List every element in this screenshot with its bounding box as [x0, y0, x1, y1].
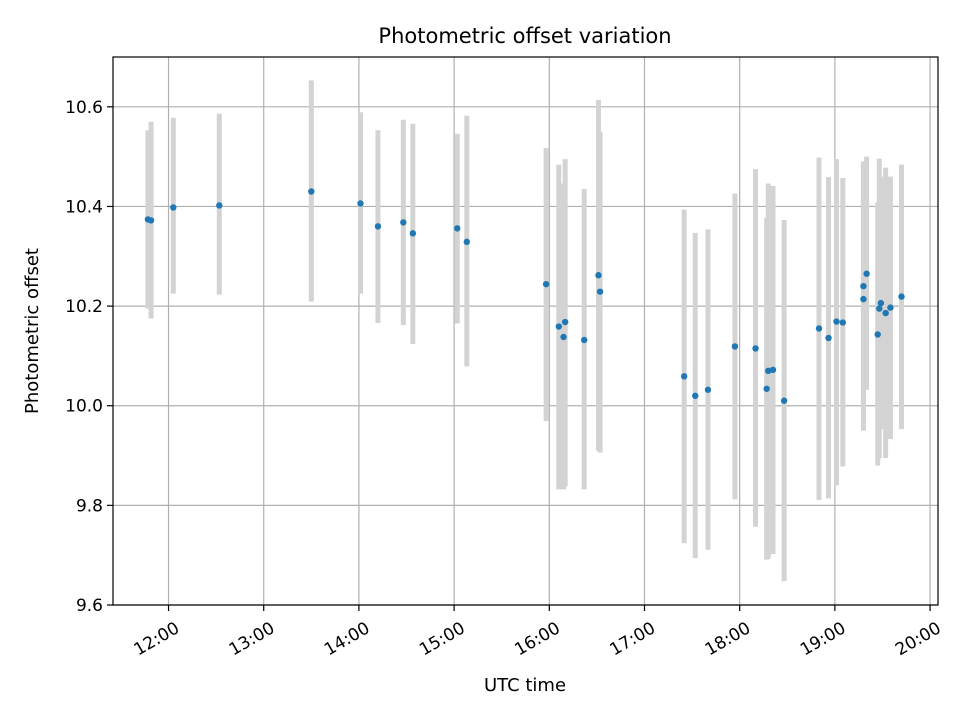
data-point — [860, 295, 867, 303]
data-point — [692, 392, 699, 399]
data-point — [374, 223, 382, 230]
data-point — [887, 304, 894, 311]
data-point — [400, 219, 407, 226]
data-point — [170, 204, 177, 211]
data-point — [833, 318, 840, 325]
data-point — [765, 367, 772, 375]
data-point — [704, 386, 712, 393]
data-point — [216, 202, 223, 209]
data-point — [680, 373, 688, 380]
data-point — [874, 331, 881, 338]
data-point — [555, 323, 563, 330]
data-point — [825, 334, 832, 342]
y-tick-label: 10.6 — [65, 98, 103, 118]
data-points — [144, 188, 905, 404]
data-point — [147, 217, 155, 224]
data-point — [581, 336, 588, 344]
data-point — [560, 333, 567, 341]
y-tick-label: 10.2 — [65, 297, 103, 317]
data-point — [731, 343, 739, 350]
data-point — [595, 272, 602, 279]
data-point — [863, 270, 870, 277]
data-point — [561, 318, 569, 326]
data-point — [463, 238, 470, 246]
data-point — [454, 225, 461, 232]
plot-area-frame — [112, 56, 939, 606]
data-point — [542, 280, 550, 288]
data-point — [876, 305, 883, 312]
data-point — [409, 230, 417, 237]
data-point — [882, 309, 889, 317]
data-point — [815, 325, 823, 332]
data-point — [357, 200, 364, 207]
data-point — [763, 385, 770, 392]
data-point — [769, 366, 777, 374]
y-tick-label: 10.4 — [65, 197, 103, 217]
data-point — [780, 397, 788, 404]
y-tick-label: 9.8 — [76, 496, 103, 516]
data-point — [898, 293, 905, 300]
y-tick-label: 10.0 — [65, 397, 103, 417]
x-axis-title: UTC time — [484, 675, 566, 696]
data-point — [860, 282, 867, 290]
data-point — [752, 345, 759, 352]
data-point — [877, 299, 885, 307]
y-tick-label: 9.6 — [76, 596, 103, 616]
data-point — [596, 288, 604, 295]
data-point — [839, 319, 847, 326]
gridlines — [113, 57, 938, 606]
data-point — [308, 188, 315, 195]
chart-title: Photometric offset variation — [378, 24, 671, 48]
y-axis-title: Photometric offset — [22, 248, 43, 414]
